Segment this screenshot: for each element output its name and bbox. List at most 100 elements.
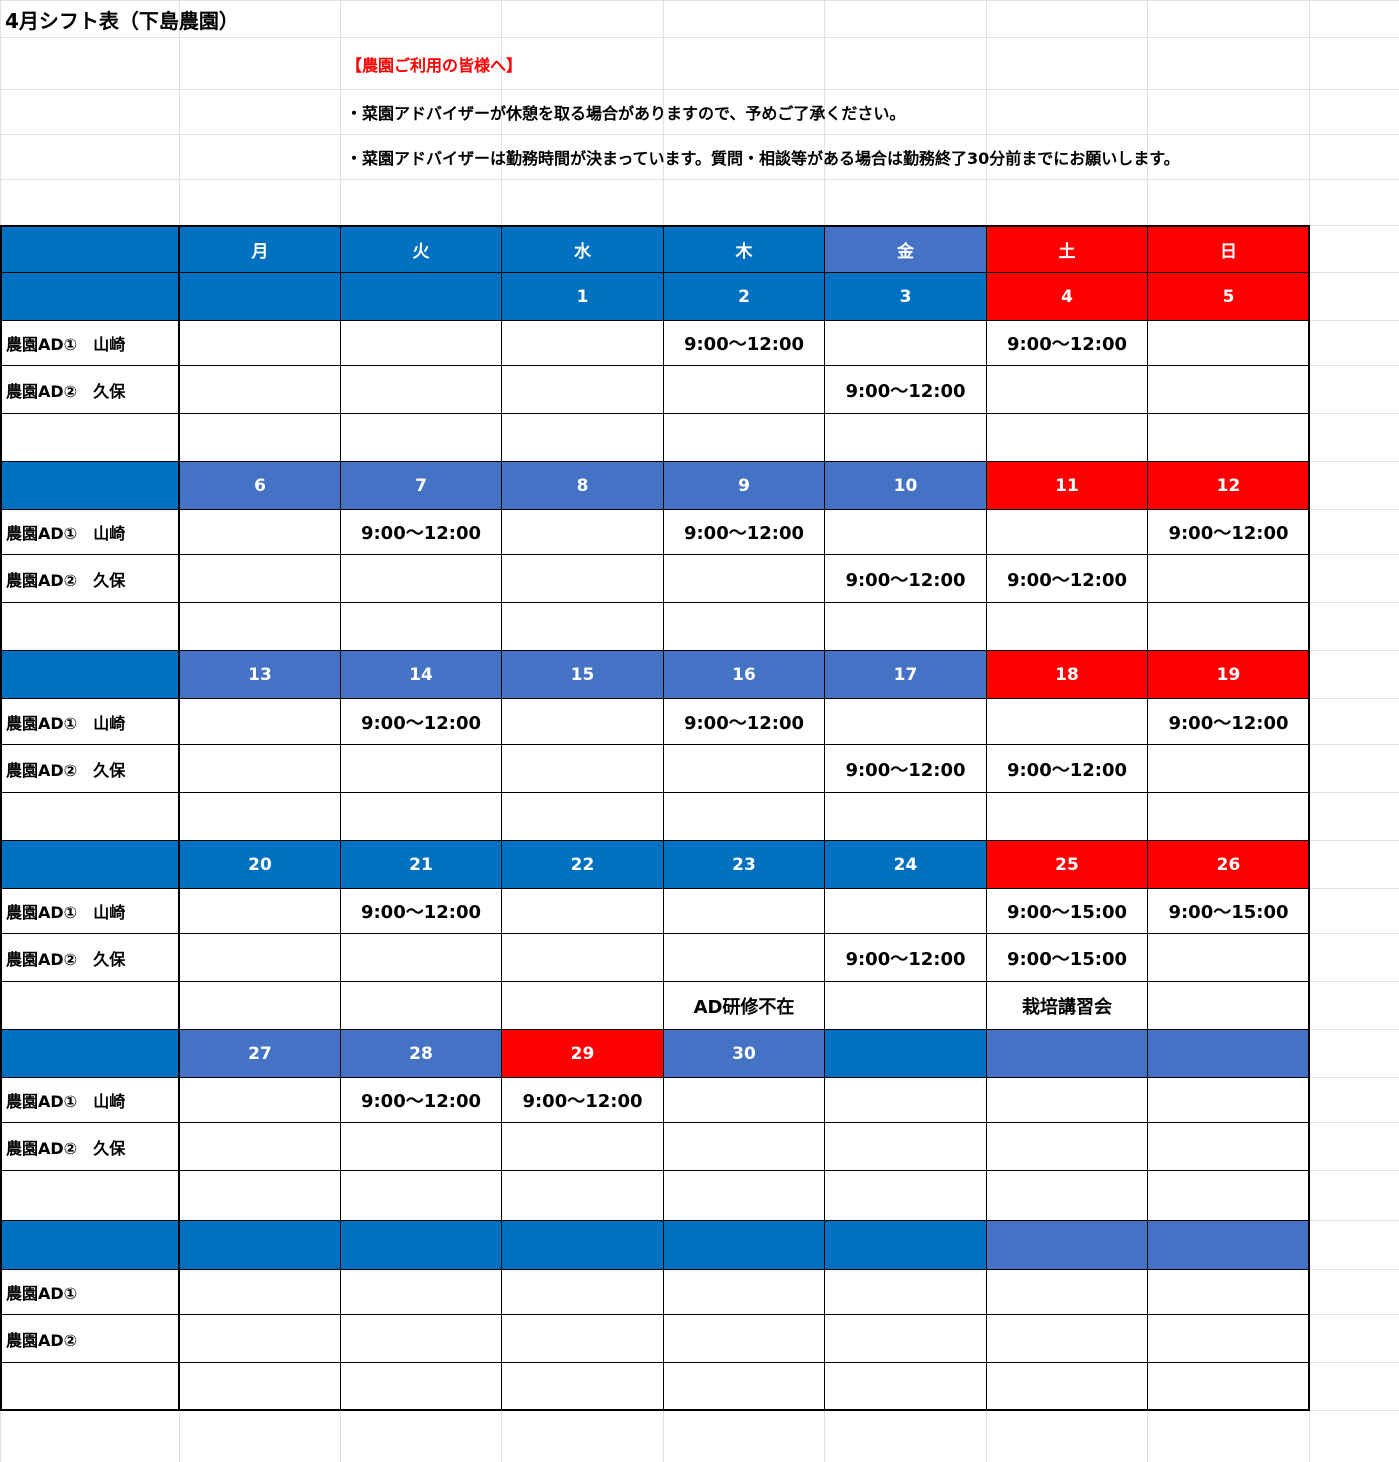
shift-cell: 9:00～12:00 xyxy=(501,1077,664,1123)
shift-cell xyxy=(179,1077,341,1123)
shift-cell xyxy=(340,792,502,841)
date-header: 8 xyxy=(501,461,664,510)
column-border xyxy=(178,225,180,1410)
date-header: 5 xyxy=(1147,272,1310,321)
date-header xyxy=(0,272,180,321)
shift-cell xyxy=(179,602,341,651)
shift-cell xyxy=(824,602,987,651)
shift-cell xyxy=(501,413,664,462)
shift-cell xyxy=(501,933,664,982)
shift-cell: 9:00～12:00 xyxy=(824,365,987,414)
staff-label: 農園AD① 山崎 xyxy=(0,320,180,366)
shift-cell xyxy=(501,888,664,934)
shift-cell: 9:00～12:00 xyxy=(824,744,987,793)
shift-cell xyxy=(340,1122,502,1171)
shift-cell xyxy=(179,1122,341,1171)
shift-cell xyxy=(501,365,664,414)
staff-label xyxy=(0,602,180,651)
date-header: 18 xyxy=(986,650,1148,699)
shift-cell xyxy=(986,1269,1148,1315)
shift-cell xyxy=(663,413,825,462)
shift-cell xyxy=(824,1314,987,1363)
shift-cell xyxy=(986,602,1148,651)
date-header: 22 xyxy=(501,840,664,889)
date-header xyxy=(501,1220,664,1270)
grid-line xyxy=(0,89,1399,90)
shift-cell xyxy=(986,698,1148,745)
shift-cell xyxy=(179,320,341,366)
shift-cell xyxy=(1147,1269,1310,1315)
shift-cell xyxy=(501,1122,664,1171)
shift-cell xyxy=(824,1362,987,1411)
shift-cell xyxy=(340,1314,502,1363)
shift-cell xyxy=(340,933,502,982)
shift-cell xyxy=(1147,1170,1310,1221)
shift-cell xyxy=(986,509,1148,555)
staff-label xyxy=(0,981,180,1030)
shift-cell xyxy=(986,1170,1148,1221)
shift-cell xyxy=(1147,413,1310,462)
date-header: 28 xyxy=(340,1029,502,1078)
shift-cell xyxy=(663,1170,825,1221)
shift-cell: 9:00～12:00 xyxy=(663,698,825,745)
shift-cell xyxy=(340,981,502,1030)
shift-cell xyxy=(340,1362,502,1411)
shift-cell xyxy=(501,602,664,651)
shift-cell: 9:00～12:00 xyxy=(663,509,825,555)
shift-cell xyxy=(663,1362,825,1411)
shift-cell xyxy=(1147,1362,1310,1411)
shift-cell xyxy=(179,744,341,793)
date-header xyxy=(0,1220,180,1270)
shift-cell xyxy=(824,1077,987,1123)
shift-cell xyxy=(179,698,341,745)
shift-cell xyxy=(179,1362,341,1411)
shift-cell: 9:00～12:00 xyxy=(340,888,502,934)
shift-cell xyxy=(824,792,987,841)
date-header: 26 xyxy=(1147,840,1310,889)
shift-cell xyxy=(663,1269,825,1315)
shift-cell xyxy=(663,1077,825,1123)
weekday-header: 日 xyxy=(1147,225,1310,273)
shift-cell xyxy=(340,413,502,462)
staff-label: 農園AD② 久保 xyxy=(0,554,180,603)
grid-line xyxy=(0,37,1399,38)
shift-cell xyxy=(340,1269,502,1315)
date-header: 7 xyxy=(340,461,502,510)
shift-cell xyxy=(1147,320,1310,366)
shift-cell xyxy=(179,792,341,841)
shift-cell xyxy=(501,792,664,841)
shift-cell xyxy=(340,554,502,603)
shift-cell xyxy=(179,1314,341,1363)
weekday-header: 土 xyxy=(986,225,1148,273)
shift-cell xyxy=(824,1170,987,1221)
shift-cell xyxy=(986,1077,1148,1123)
shift-cell xyxy=(986,1122,1148,1171)
date-header xyxy=(0,840,180,889)
shift-cell xyxy=(663,792,825,841)
shift-cell xyxy=(824,1269,987,1315)
shift-cell: 9:00～12:00 xyxy=(340,1077,502,1123)
shift-cell xyxy=(824,413,987,462)
shift-cell xyxy=(501,1314,664,1363)
staff-label: 農園AD② 久保 xyxy=(0,744,180,793)
notice-line: ・菜園アドバイザーが休憩を取る場合がありますので、予めご了承ください。 xyxy=(346,104,906,123)
notice-heading: 【農園ご利用の皆様へ】 xyxy=(346,55,523,75)
shift-cell xyxy=(1147,1122,1310,1171)
date-header: 19 xyxy=(1147,650,1310,699)
shift-cell xyxy=(1147,1077,1310,1123)
shift-cell xyxy=(663,1314,825,1363)
weekday-header: 木 xyxy=(663,225,825,273)
staff-label: 農園AD① 山崎 xyxy=(0,509,180,555)
date-header: 1 xyxy=(501,272,664,321)
staff-label: 農園AD② 久保 xyxy=(0,365,180,414)
date-header: 4 xyxy=(986,272,1148,321)
shift-cell xyxy=(179,933,341,982)
shift-cell xyxy=(179,888,341,934)
shift-cell: 栽培講習会 xyxy=(986,981,1148,1030)
shift-cell xyxy=(501,698,664,745)
shift-cell xyxy=(824,509,987,555)
shift-cell xyxy=(501,981,664,1030)
date-header: 25 xyxy=(986,840,1148,889)
date-header xyxy=(0,1029,180,1078)
